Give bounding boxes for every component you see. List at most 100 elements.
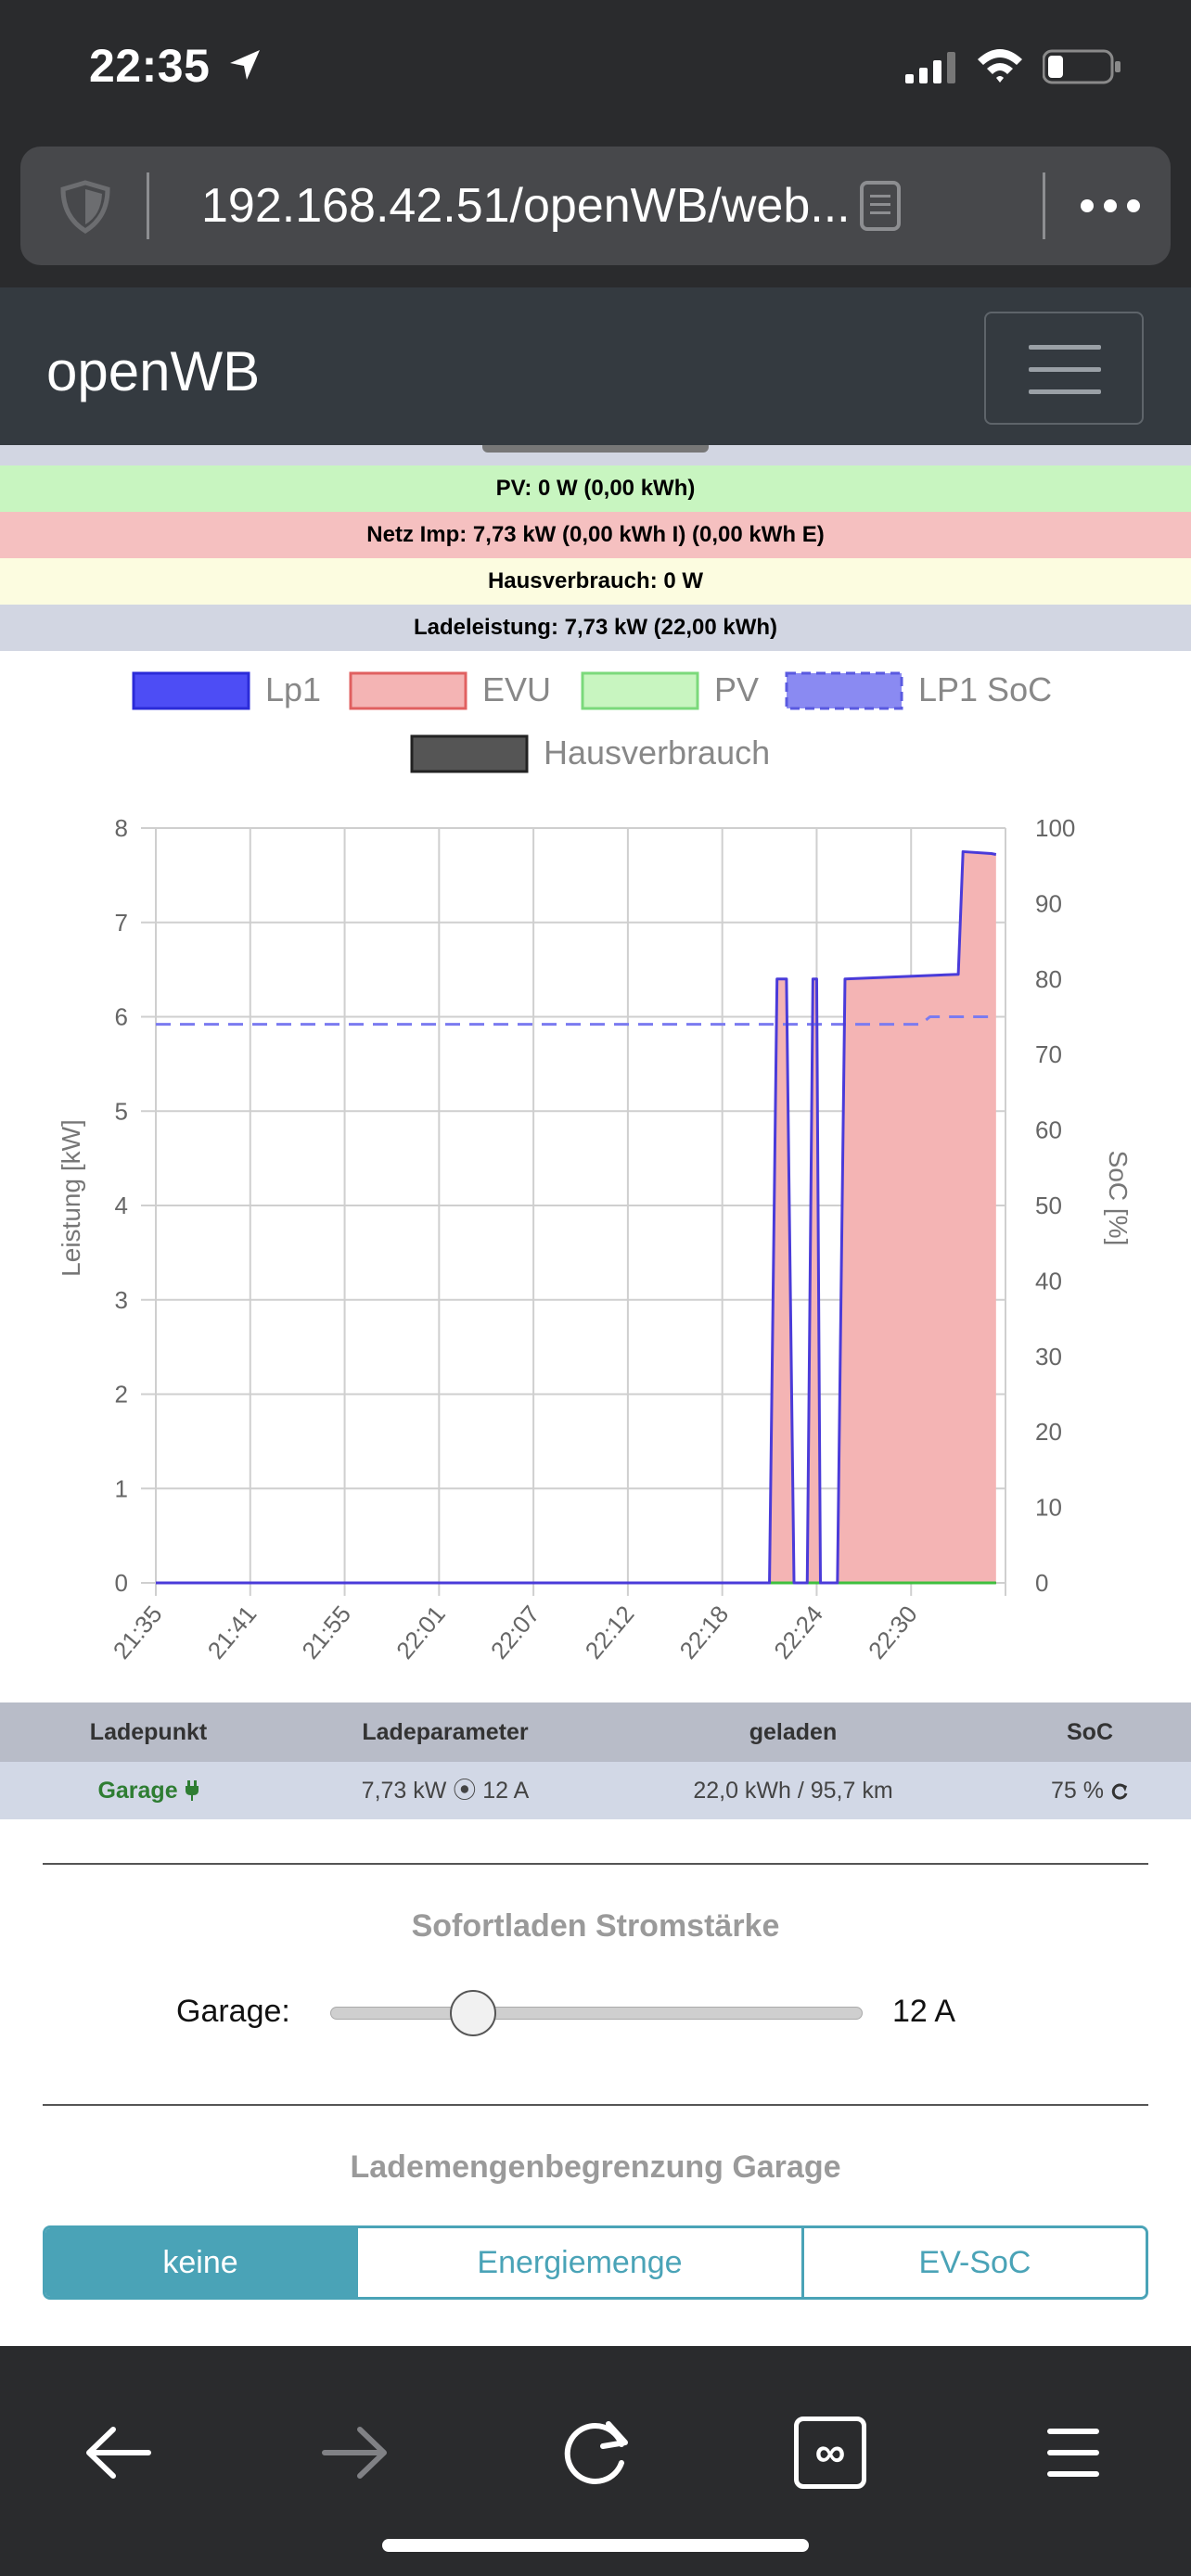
x-tick-label: 21:41 bbox=[202, 1600, 263, 1664]
loadpoint-table-header: Ladepunkt Ladeparameter geladen SoC bbox=[0, 1702, 1191, 1762]
url-bar[interactable]: 192.168.42.51/openWB/web... bbox=[20, 147, 1171, 265]
navbar-toggle-button[interactable] bbox=[984, 312, 1144, 425]
legend-swatch bbox=[785, 671, 903, 710]
brand-title[interactable]: openWB bbox=[46, 340, 261, 402]
y-tick-label: 7 bbox=[115, 909, 128, 937]
y2-tick-label: 100 bbox=[1035, 814, 1075, 842]
header-ladepunkt: Ladepunkt bbox=[89, 1719, 208, 1745]
legend-swatch bbox=[349, 671, 467, 710]
ladeleistung-info: Ladeleistung: 7,73 kW (22,00 kWh) bbox=[0, 605, 1191, 651]
pv-info: PV: 0 W (0,00 kWh) bbox=[0, 465, 1191, 512]
soc-value: 75 % bbox=[1051, 1778, 1105, 1804]
header-ladeparameter: Ladeparameter bbox=[362, 1719, 529, 1745]
loadpoint-name[interactable]: Garage bbox=[37, 1762, 260, 1819]
legend-swatch bbox=[410, 734, 529, 773]
x-tick-label: 22:30 bbox=[863, 1600, 923, 1664]
reader-mode-icon[interactable] bbox=[859, 180, 902, 232]
y2-tick-label: 10 bbox=[1035, 1494, 1062, 1522]
x-tick-label: 21:55 bbox=[296, 1600, 356, 1664]
main-content: PV: 0 W (0,00 kWh) Netz Imp: 7,73 kW (0,… bbox=[0, 445, 1191, 2346]
slider-value: 12 A bbox=[892, 1994, 956, 2029]
header-geladen: geladen bbox=[749, 1719, 838, 1745]
more-dots-icon[interactable] bbox=[1078, 197, 1143, 215]
cellular-signal-icon bbox=[905, 52, 955, 83]
legend-label: Lp1 bbox=[265, 670, 321, 708]
section-divider bbox=[43, 1863, 1148, 1865]
battery-icon bbox=[1043, 49, 1121, 84]
current-slider-thumb[interactable] bbox=[449, 1990, 496, 2036]
top-strip bbox=[0, 445, 1191, 465]
legend-label: Hausverbrauch bbox=[544, 733, 770, 772]
chart-series bbox=[156, 849, 997, 1585]
back-icon[interactable] bbox=[76, 2411, 160, 2494]
lademengen-title: Lademengenbegrenzung Garage bbox=[350, 2149, 841, 2185]
soc-line bbox=[156, 1015, 996, 1027]
chart-legend: Lp1 EVU PV LP1 SoC Hausverbrauch bbox=[132, 670, 1052, 773]
url-separator bbox=[147, 172, 149, 239]
header-soc: SoC bbox=[1067, 1719, 1113, 1745]
lademengen-button-group: keine Energiemenge EV-SoC bbox=[43, 2225, 1148, 2300]
y-tick-label: 5 bbox=[115, 1097, 128, 1125]
x-tick-label: 22:12 bbox=[580, 1600, 640, 1664]
lp1-line bbox=[156, 849, 997, 1585]
hamburger-icon bbox=[1029, 345, 1101, 350]
x-tick-label: 21:35 bbox=[108, 1600, 168, 1664]
forward-icon[interactable] bbox=[314, 2411, 397, 2494]
y-tick-label: 1 bbox=[115, 1474, 128, 1502]
legend-label: LP1 SoC bbox=[918, 670, 1052, 708]
app-navbar: openWB bbox=[0, 287, 1191, 445]
loadpoint-param: 7,73 kW ⦿ 12 A bbox=[361, 1778, 530, 1804]
option-ev-soc-button[interactable]: EV-SoC bbox=[801, 2228, 1146, 2297]
x-tick-label: 22:24 bbox=[768, 1600, 828, 1664]
x-tick-label: 22:01 bbox=[391, 1600, 451, 1664]
tabs-icon[interactable]: ∞ bbox=[794, 2417, 866, 2489]
loadpoint-soc[interactable]: 75 % bbox=[1020, 1762, 1159, 1819]
hamburger-icon bbox=[1029, 389, 1101, 394]
y-tick-label: 8 bbox=[115, 814, 128, 842]
reload-icon[interactable] bbox=[555, 2411, 638, 2494]
url-text[interactable]: 192.168.42.51/openWB/web... bbox=[201, 179, 851, 233]
plug-icon bbox=[185, 1780, 198, 1801]
option-keine-button[interactable]: keine bbox=[45, 2228, 355, 2297]
shield-icon[interactable] bbox=[59, 180, 111, 234]
y-tick-label: 6 bbox=[115, 1003, 128, 1031]
legend-swatch bbox=[581, 671, 699, 710]
y-tick-label: 3 bbox=[115, 1286, 128, 1314]
slider-label: Garage: bbox=[176, 1994, 290, 2029]
y2-tick-label: 20 bbox=[1035, 1418, 1062, 1446]
browser-toolbar: ∞ bbox=[0, 2346, 1191, 2576]
loadpoint-label: Garage bbox=[97, 1778, 178, 1804]
hamburger-icon bbox=[1029, 367, 1101, 372]
legend-swatch bbox=[132, 671, 250, 710]
y-tick-label: 4 bbox=[115, 1192, 128, 1219]
url-separator bbox=[1043, 172, 1045, 239]
option-energiemenge-button[interactable]: Energiemenge bbox=[355, 2228, 801, 2297]
y2-tick-label: 80 bbox=[1035, 965, 1062, 993]
y-tick-label: 0 bbox=[115, 1569, 128, 1597]
x-tick-label: 22:18 bbox=[673, 1600, 734, 1664]
legend-label: PV bbox=[714, 670, 759, 708]
y-tick-label: 2 bbox=[115, 1381, 128, 1409]
y2-tick-label: 0 bbox=[1035, 1569, 1048, 1597]
drag-handle bbox=[482, 445, 709, 453]
status-bar: 22:35 192.168.42.51/openWB/web... bbox=[0, 0, 1191, 265]
section-divider bbox=[43, 2104, 1148, 2106]
evu-area bbox=[156, 851, 996, 1583]
loadpoint-row[interactable]: Garage 7,73 kW ⦿ 12 A 22,0 kWh / 95,7 km… bbox=[0, 1762, 1191, 1819]
y2-tick-label: 60 bbox=[1035, 1116, 1062, 1144]
x-tick-label: 22:07 bbox=[485, 1600, 545, 1664]
y2-axis-label: SoC [%] bbox=[1104, 1151, 1133, 1246]
y2-tick-label: 90 bbox=[1035, 889, 1062, 917]
wifi-icon bbox=[978, 49, 1022, 83]
legend-label: EVU bbox=[482, 670, 551, 708]
refresh-icon[interactable] bbox=[1110, 1782, 1129, 1801]
current-slider-track[interactable] bbox=[330, 2007, 863, 2020]
netz-info: Netz Imp: 7,73 kW (0,00 kWh I) (0,00 kWh… bbox=[0, 512, 1191, 558]
hausverbrauch-info: Hausverbrauch: 0 W bbox=[0, 558, 1191, 605]
y2-tick-label: 40 bbox=[1035, 1267, 1062, 1294]
menu-icon[interactable] bbox=[1031, 2411, 1115, 2494]
y2-tick-label: 30 bbox=[1035, 1343, 1062, 1371]
y2-tick-label: 50 bbox=[1035, 1192, 1062, 1219]
sofortladen-title: Sofortladen Stromstärke bbox=[411, 1908, 780, 1944]
